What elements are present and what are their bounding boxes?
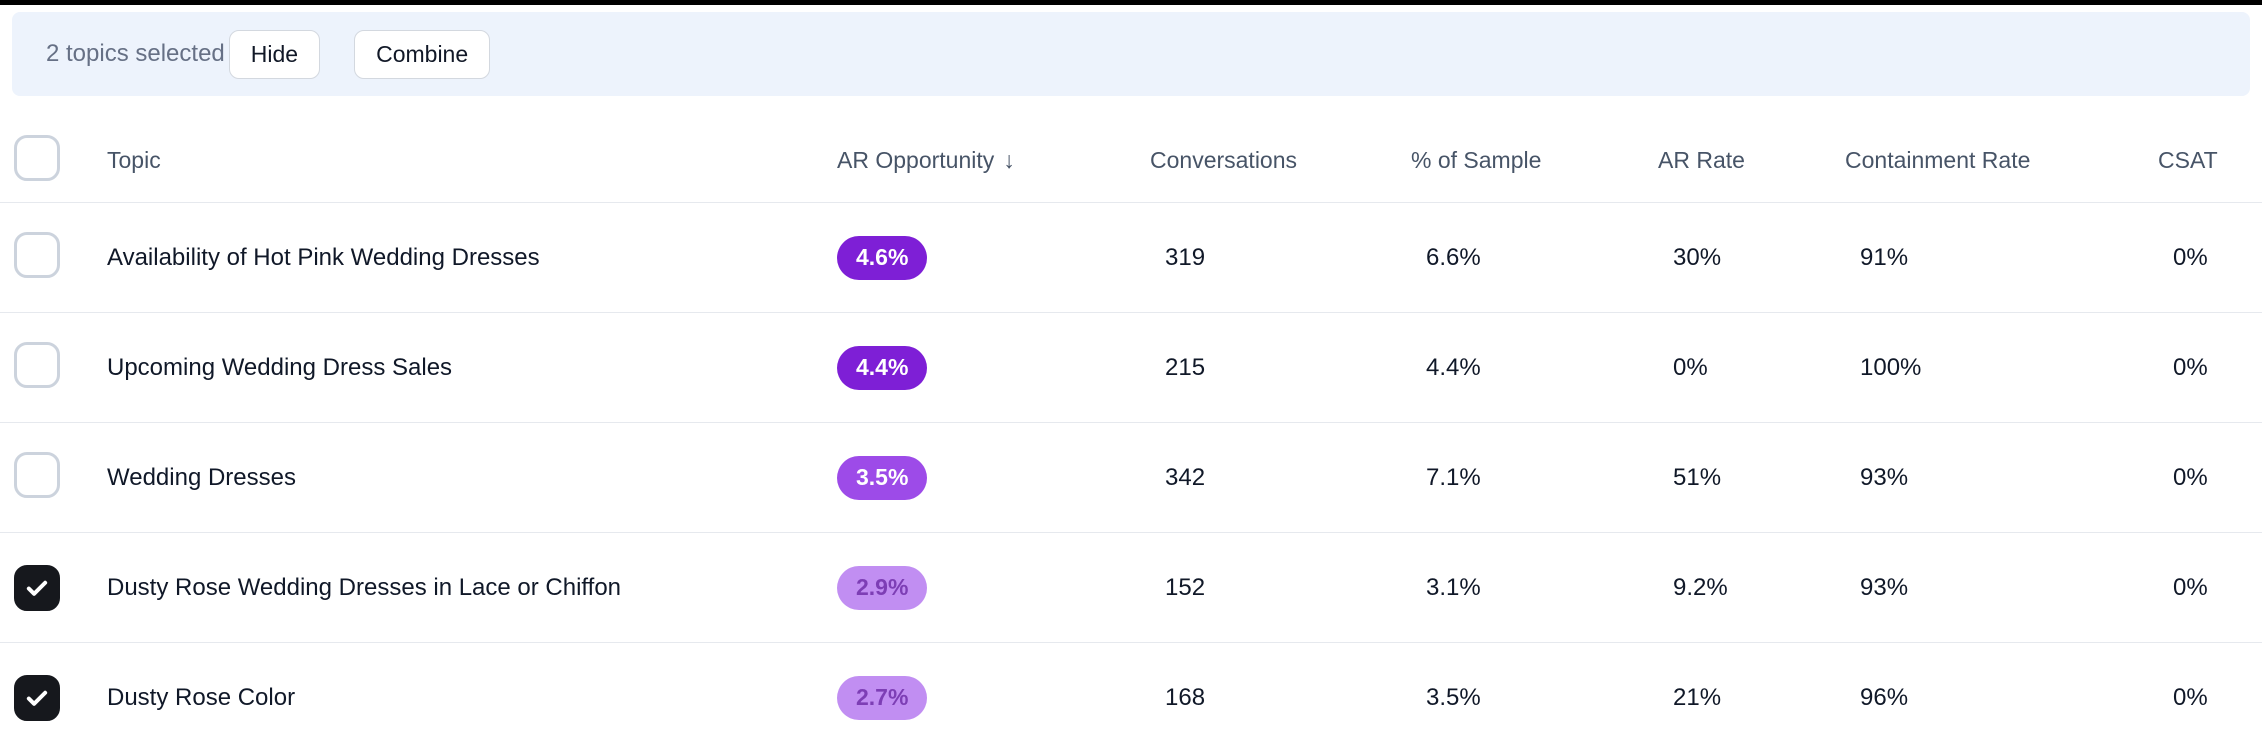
topic-name[interactable]: Availability of Hot Pink Wedding Dresses: [107, 243, 540, 271]
selection-status: 2 topics selected: [46, 40, 225, 67]
containment-rate-value: 100%: [1860, 353, 1922, 381]
table-row[interactable]: Dusty Rose Wedding Dresses in Lace or Ch…: [0, 533, 2262, 643]
combine-button[interactable]: Combine: [354, 29, 491, 79]
conversations-value: 168: [1165, 683, 1206, 711]
topic-name[interactable]: Dusty Rose Color: [107, 683, 296, 711]
checkmark-icon: [26, 580, 48, 596]
ar-opportunity-badge: 2.9%: [837, 565, 928, 610]
table-header-row: Topic AR Opportunity ↓ Conversations % of…: [0, 96, 2262, 203]
table-row[interactable]: Wedding Dresses 3.5% 342 7.1% 51% 93% 0%: [0, 423, 2262, 533]
csat-value: 0%: [2173, 683, 2208, 711]
sort-desc-icon: ↓: [1003, 146, 1015, 173]
ar-rate-value: 21%: [1673, 683, 1722, 711]
topic-name[interactable]: Dusty Rose Wedding Dresses in Lace or Ch…: [107, 573, 622, 601]
pct-of-sample-value: 3.1%: [1426, 573, 1481, 601]
topic-name[interactable]: Wedding Dresses: [107, 463, 296, 491]
pct-of-sample-value: 3.5%: [1426, 683, 1481, 711]
conversations-value: 152: [1165, 573, 1206, 601]
row-checkbox[interactable]: [14, 232, 60, 278]
hide-button[interactable]: Hide: [228, 29, 321, 79]
containment-rate-value: 93%: [1860, 573, 1909, 601]
row-checkbox[interactable]: [14, 452, 60, 498]
ar-rate-value: 30%: [1673, 243, 1722, 271]
containment-rate-value: 96%: [1860, 683, 1909, 711]
table-row[interactable]: Upcoming Wedding Dress Sales 4.4% 215 4.…: [0, 313, 2262, 423]
csat-value: 0%: [2173, 243, 2208, 271]
containment-rate-value: 93%: [1860, 463, 1909, 491]
ar-opportunity-badge: 4.4%: [837, 345, 928, 390]
ar-rate-value: 0%: [1673, 353, 1708, 381]
ar-opportunity-badge: 2.7%: [837, 675, 928, 720]
table-row[interactable]: Availability of Hot Pink Wedding Dresses…: [0, 203, 2262, 313]
pct-of-sample-value: 7.1%: [1426, 463, 1481, 491]
table-row[interactable]: Dusty Rose Color 2.7% 168 3.5% 21% 96% 0…: [0, 643, 2262, 740]
column-header-ar-rate[interactable]: AR Rate: [1658, 146, 1745, 173]
column-header-csat[interactable]: CSAT: [2158, 146, 2218, 173]
column-header-pct-of-sample[interactable]: % of Sample: [1411, 146, 1542, 173]
conversations-value: 319: [1165, 243, 1206, 271]
checkmark-icon: [26, 690, 48, 706]
ar-opportunity-badge: 3.5%: [837, 455, 928, 500]
csat-value: 0%: [2173, 573, 2208, 601]
conversations-value: 342: [1165, 463, 1206, 491]
column-header-ar-opportunity[interactable]: AR Opportunity ↓: [837, 147, 1150, 174]
csat-value: 0%: [2173, 353, 2208, 381]
column-header-ar-opportunity-label: AR Opportunity: [837, 146, 995, 173]
conversations-value: 215: [1165, 353, 1206, 381]
topics-table: Topic AR Opportunity ↓ Conversations % of…: [0, 96, 2262, 740]
select-all-checkbox[interactable]: [14, 134, 60, 181]
topic-name[interactable]: Upcoming Wedding Dress Sales: [107, 353, 453, 381]
ar-rate-value: 51%: [1673, 463, 1722, 491]
top-edge-bar: [0, 0, 2262, 5]
csat-value: 0%: [2173, 463, 2208, 491]
pct-of-sample-value: 4.4%: [1426, 353, 1481, 381]
row-checkbox[interactable]: [14, 674, 60, 721]
containment-rate-value: 91%: [1860, 243, 1909, 271]
ar-rate-value: 9.2%: [1673, 573, 1728, 601]
column-header-conversations[interactable]: Conversations: [1150, 146, 1298, 173]
row-checkbox[interactable]: [14, 564, 60, 611]
row-checkbox[interactable]: [14, 342, 60, 388]
ar-opportunity-badge: 4.6%: [837, 235, 928, 280]
column-header-containment-rate[interactable]: Containment Rate: [1845, 146, 2031, 173]
column-header-topic[interactable]: Topic: [107, 146, 161, 173]
selection-toolbar: 2 topics selected Hide Combine: [12, 12, 2250, 96]
pct-of-sample-value: 6.6%: [1426, 243, 1481, 271]
